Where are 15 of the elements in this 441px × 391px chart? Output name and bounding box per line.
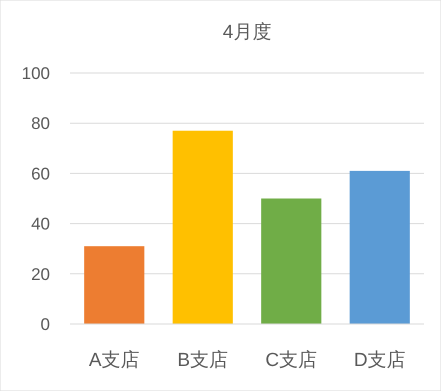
bar xyxy=(84,246,144,324)
y-tick-label: 80 xyxy=(31,114,50,134)
y-tick-label: 60 xyxy=(31,164,50,184)
y-tick-label: 20 xyxy=(31,264,50,284)
bar xyxy=(261,198,322,324)
x-tick-label: C支店 xyxy=(265,349,318,371)
x-tick-label: A支店 xyxy=(88,349,140,371)
y-tick-label: 0 xyxy=(40,315,50,334)
x-tick-label: B支店 xyxy=(177,349,228,371)
y-tick-label: 40 xyxy=(31,214,50,234)
chart-title: 4月度 xyxy=(222,21,272,43)
y-tick-label: 100 xyxy=(22,64,50,83)
bar xyxy=(172,130,233,324)
x-tick-label: D支店 xyxy=(354,349,406,371)
bar xyxy=(350,170,410,324)
